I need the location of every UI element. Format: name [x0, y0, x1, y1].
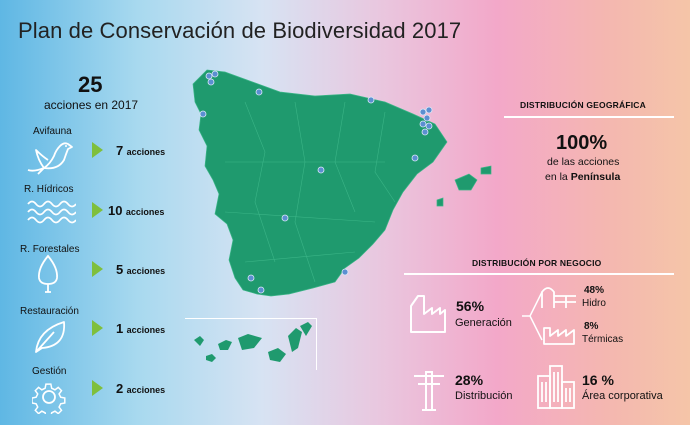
category-label-gestion: Gestión: [32, 366, 67, 377]
distribucion-label: Distribución: [455, 390, 513, 402]
geo-percent: 100%: [556, 132, 608, 154]
distribucion-percent: 28%: [455, 372, 484, 388]
bracket-connector: [522, 291, 543, 341]
generacion-percent: 56%: [456, 298, 485, 314]
leaf-icon: [35, 321, 65, 353]
corporativa-percent: 16 %: [582, 372, 614, 388]
hidro-label: Hidro: [582, 298, 606, 309]
category-count-forestales: 5 acciones: [116, 262, 166, 277]
arrow-icon: [92, 261, 103, 277]
category-count-gestion: 2 acciones: [116, 381, 166, 396]
category-label-hidricos: R. Hídricos: [24, 184, 74, 195]
termicas-percent: 8%: [584, 321, 599, 332]
corporativa-label: Área corporativa: [582, 390, 663, 402]
business-divider: [404, 273, 674, 275]
page-title: Plan de Conservación de Biodiversidad 20…: [18, 18, 462, 43]
mallorca-shape: [454, 173, 478, 191]
action-location-dots: [199, 70, 433, 294]
arrow-icon: [92, 142, 103, 158]
ibiza-shape: [436, 197, 444, 207]
total-actions-number: 25: [78, 72, 103, 97]
canary-inset-border-top: [185, 318, 317, 319]
geo-line1: de las acciones: [547, 156, 620, 168]
category-label-forestales: R. Forestales: [20, 244, 80, 255]
geo-line2: en la Península: [545, 171, 621, 183]
termicas-label: Térmicas: [582, 334, 624, 345]
category-label-avifauna: Avifauna: [33, 126, 72, 137]
business-header: DISTRIBUCIÓN POR NEGOCIO: [472, 258, 602, 268]
category-label-restauracion: Restauración: [20, 306, 79, 317]
total-actions-label: acciones en 2017: [44, 98, 139, 112]
canary-inset-border-right: [316, 318, 317, 370]
peninsula-shape: [192, 69, 448, 297]
tree-icon: [38, 254, 58, 293]
gear-icon: [32, 383, 66, 414]
water-waves-icon: [27, 200, 76, 224]
hidro-percent: 48%: [584, 285, 605, 296]
canary-islands-map: [194, 322, 312, 362]
spain-map: [192, 69, 492, 297]
bird-icon: [27, 142, 73, 175]
factory-icon: [410, 295, 446, 333]
arrow-icon: [92, 320, 103, 336]
menorca-shape: [480, 165, 492, 175]
arrow-icon: [92, 380, 103, 396]
geo-divider: [504, 116, 674, 118]
category-count-restauracion: 1 acciones: [116, 321, 166, 336]
thermal-plant-icon: [543, 327, 575, 345]
geo-header: DISTRIBUCIÓN GEOGRÁFICA: [520, 100, 646, 110]
buildings-icon: [537, 365, 575, 409]
hydro-dam-icon: [541, 287, 576, 308]
generacion-label: Generación: [455, 317, 512, 329]
power-tower-icon: [414, 371, 444, 411]
category-count-avifauna: 7 acciones: [116, 143, 166, 158]
category-count-hidricos: 10 acciones: [108, 203, 165, 218]
arrow-icon: [92, 202, 103, 218]
